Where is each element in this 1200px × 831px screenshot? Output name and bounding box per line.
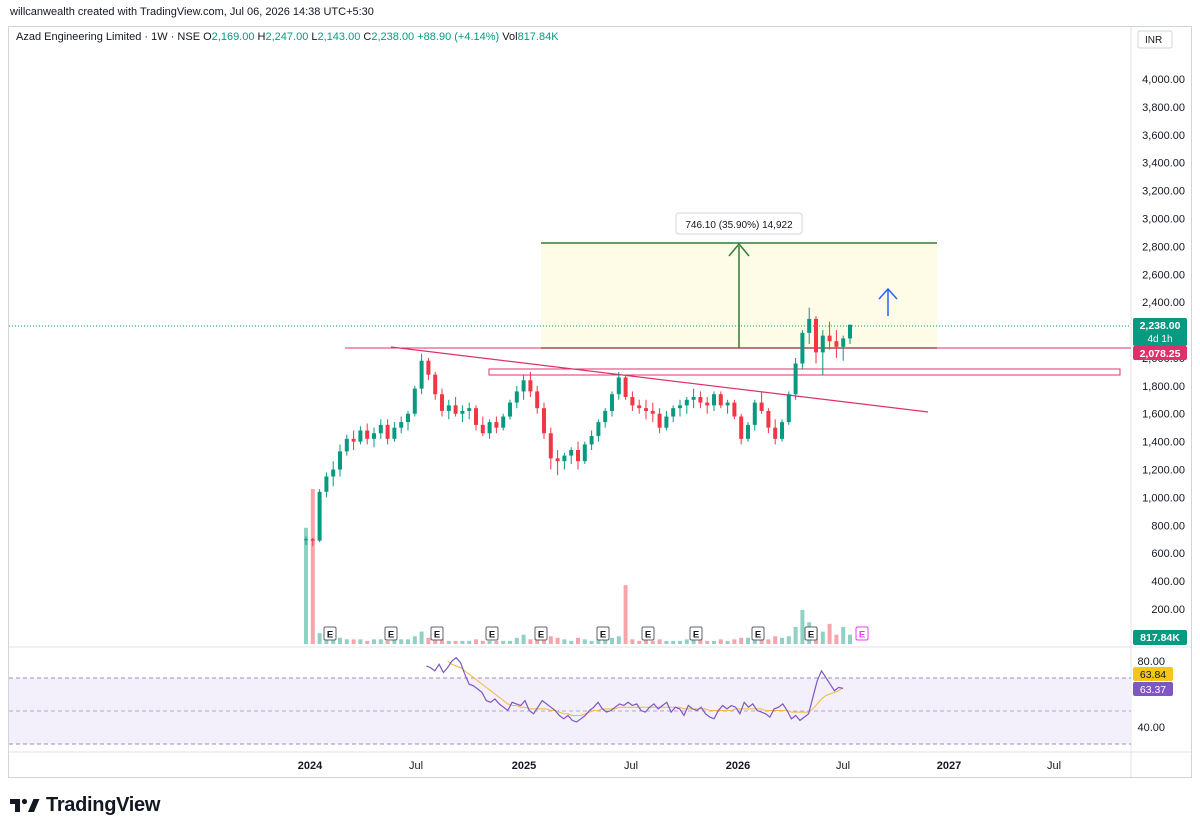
high-value: 2,247.00 [265, 31, 309, 43]
tradingview-logo-icon [10, 798, 40, 812]
attribution: willcanwealth created with TradingView.c… [10, 6, 374, 18]
low-value: 2,143.00 [317, 31, 361, 43]
brand-name: TradingView [46, 793, 161, 816]
chart-frame [8, 26, 1192, 778]
close-value: 2,238.00 [371, 31, 415, 43]
tradingview-logo[interactable]: TradingView [10, 793, 160, 817]
ohlc-legend: Azad Engineering Limited · 1W · NSE O2,1… [16, 31, 559, 43]
change-value: +88.90 (+4.14%) [417, 31, 500, 43]
volume-value: 817.84K [517, 31, 559, 43]
symbol-title[interactable]: Azad Engineering Limited · 1W · NSE [16, 31, 201, 43]
open-value: 2,169.00 [211, 31, 255, 43]
